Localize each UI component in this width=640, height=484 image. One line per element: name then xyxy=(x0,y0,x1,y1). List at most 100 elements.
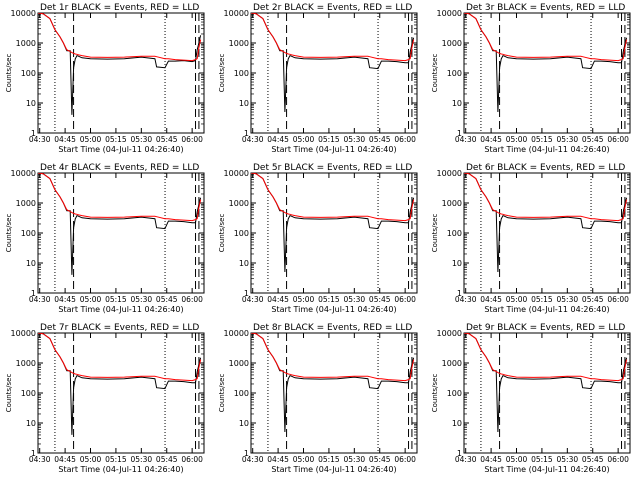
y-axis-label: Counts/sec xyxy=(5,54,13,93)
x-tick-label: 05:45 xyxy=(156,455,178,464)
x-tick-label: 04:30 xyxy=(242,455,264,464)
series-line-events xyxy=(251,173,415,273)
x-tick-label: 06:00 xyxy=(394,295,416,304)
chart-title: Det 8r BLACK = Events, RED = LLD xyxy=(253,323,412,333)
series-line-events xyxy=(251,13,415,113)
y-tick-label: 1 xyxy=(31,289,36,298)
x-tick-label: 05:15 xyxy=(105,135,127,144)
x-tick-label: 04:30 xyxy=(242,135,264,144)
x-tick-label: 05:15 xyxy=(531,135,553,144)
chart-panel-5: Det 5r BLACK = Events, RED = LLD 1 10 100 10… xyxy=(218,163,418,314)
y-tick-label: 10000 xyxy=(437,329,462,338)
x-tick-label: 04:45 xyxy=(54,135,76,144)
chart-panel-4: Det 4r BLACK = Events, RED = LLD 1 10 100 10… xyxy=(5,163,205,314)
x-tick-label: 04:30 xyxy=(455,455,477,464)
y-axis-label: Counts/sec xyxy=(431,54,439,93)
y-tick-label: 10000 xyxy=(224,329,249,338)
plot-data xyxy=(464,173,628,293)
y-tick-label: 10000 xyxy=(11,169,36,178)
y-tick-label: 100 xyxy=(21,389,36,398)
x-tick-label: 05:45 xyxy=(582,135,604,144)
x-tick-label: 04:30 xyxy=(455,135,477,144)
x-tick-label: 05:30 xyxy=(131,295,153,304)
y-tick-label: 1000 xyxy=(442,359,462,368)
y-tick-label: 100 xyxy=(234,229,249,238)
x-tick-label: 05:15 xyxy=(318,295,340,304)
y-tick-label: 1000 xyxy=(229,199,249,208)
y-tick-label: 1000 xyxy=(16,199,36,208)
x-tick-label: 04:45 xyxy=(480,295,502,304)
x-tick-label: 04:30 xyxy=(29,455,51,464)
series-line-lld xyxy=(38,13,202,62)
chart-panel-9: Det 9r BLACK = Events, RED = LLD 1 10 100 10… xyxy=(431,323,631,474)
y-tick-label: 1000 xyxy=(16,39,36,48)
x-tick-label: 05:00 xyxy=(293,455,315,464)
chart-title: Det 2r BLACK = Events, RED = LLD xyxy=(253,3,412,13)
x-axis-label: Start Time (04-Jul-11 04:26:40) xyxy=(271,145,396,154)
x-tick-label: 04:45 xyxy=(267,455,289,464)
series-line-lld xyxy=(38,333,202,382)
chart-title: Det 9r BLACK = Events, RED = LLD xyxy=(466,323,625,333)
x-tick-label: 05:45 xyxy=(156,295,178,304)
x-tick-label: 05:30 xyxy=(557,455,579,464)
series-line-events xyxy=(464,173,628,273)
y-tick-label: 10 xyxy=(452,419,462,428)
x-tick-label: 06:00 xyxy=(181,455,203,464)
x-tick-label: 05:45 xyxy=(582,455,604,464)
plot-frame xyxy=(37,332,205,454)
x-tick-label: 04:45 xyxy=(480,135,502,144)
series-line-lld xyxy=(464,13,628,62)
x-tick-label: 05:15 xyxy=(105,455,127,464)
series-line-events xyxy=(38,13,202,115)
x-tick-label: 05:00 xyxy=(506,135,528,144)
plot-frame xyxy=(463,172,631,294)
x-tick-label: 06:00 xyxy=(394,455,416,464)
chart-title: Det 1r BLACK = Events, RED = LLD xyxy=(40,3,199,13)
x-tick-label: 04:45 xyxy=(267,295,289,304)
x-tick-label: 05:15 xyxy=(105,295,127,304)
y-tick-label: 1000 xyxy=(442,199,462,208)
chart-title: Det 4r BLACK = Events, RED = LLD xyxy=(40,163,199,173)
x-axis-label: Start Time (04-Jul-11 04:26:40) xyxy=(271,305,396,314)
x-tick-label: 05:30 xyxy=(131,135,153,144)
plot-data xyxy=(464,333,628,453)
x-axis-label: Start Time (04-Jul-11 04:26:40) xyxy=(271,465,396,474)
y-tick-label: 10 xyxy=(452,99,462,108)
plot-frame xyxy=(250,12,418,134)
y-axis-label: Counts/sec xyxy=(431,214,439,253)
x-tick-label: 05:00 xyxy=(80,455,102,464)
x-tick-label: 05:15 xyxy=(318,135,340,144)
x-tick-label: 04:30 xyxy=(29,135,51,144)
x-tick-label: 06:00 xyxy=(607,455,629,464)
x-tick-label: 06:00 xyxy=(394,135,416,144)
plot-frame xyxy=(463,332,631,454)
chart-panel-6: Det 6r BLACK = Events, RED = LLD 1 10 100 10… xyxy=(431,163,631,314)
y-tick-label: 10000 xyxy=(437,9,462,18)
series-line-lld xyxy=(251,173,415,222)
x-tick-label: 05:45 xyxy=(369,455,391,464)
y-tick-label: 10 xyxy=(239,419,249,428)
x-tick-label: 05:45 xyxy=(582,295,604,304)
series-line-events xyxy=(464,13,628,113)
y-tick-label: 1 xyxy=(31,449,36,458)
y-tick-label: 1 xyxy=(457,289,462,298)
plot-frame xyxy=(37,172,205,294)
series-line-lld xyxy=(251,333,415,382)
y-axis-label: Counts/sec xyxy=(5,214,13,253)
y-tick-label: 10 xyxy=(26,259,36,268)
y-tick-label: 10000 xyxy=(11,9,36,18)
y-tick-label: 10000 xyxy=(224,9,249,18)
y-tick-label: 100 xyxy=(21,229,36,238)
x-tick-label: 04:30 xyxy=(455,295,477,304)
series-line-events xyxy=(38,333,202,435)
x-tick-label: 04:45 xyxy=(480,455,502,464)
y-axis-label: Counts/sec xyxy=(431,374,439,413)
x-axis-label: Start Time (04-Jul-11 04:26:40) xyxy=(58,465,183,474)
x-tick-label: 05:00 xyxy=(293,295,315,304)
y-tick-label: 1 xyxy=(457,449,462,458)
y-tick-label: 10000 xyxy=(11,329,36,338)
y-tick-label: 10 xyxy=(26,99,36,108)
chart-panel-3: Det 3r BLACK = Events, RED = LLD 1 10 100 10… xyxy=(431,3,631,154)
